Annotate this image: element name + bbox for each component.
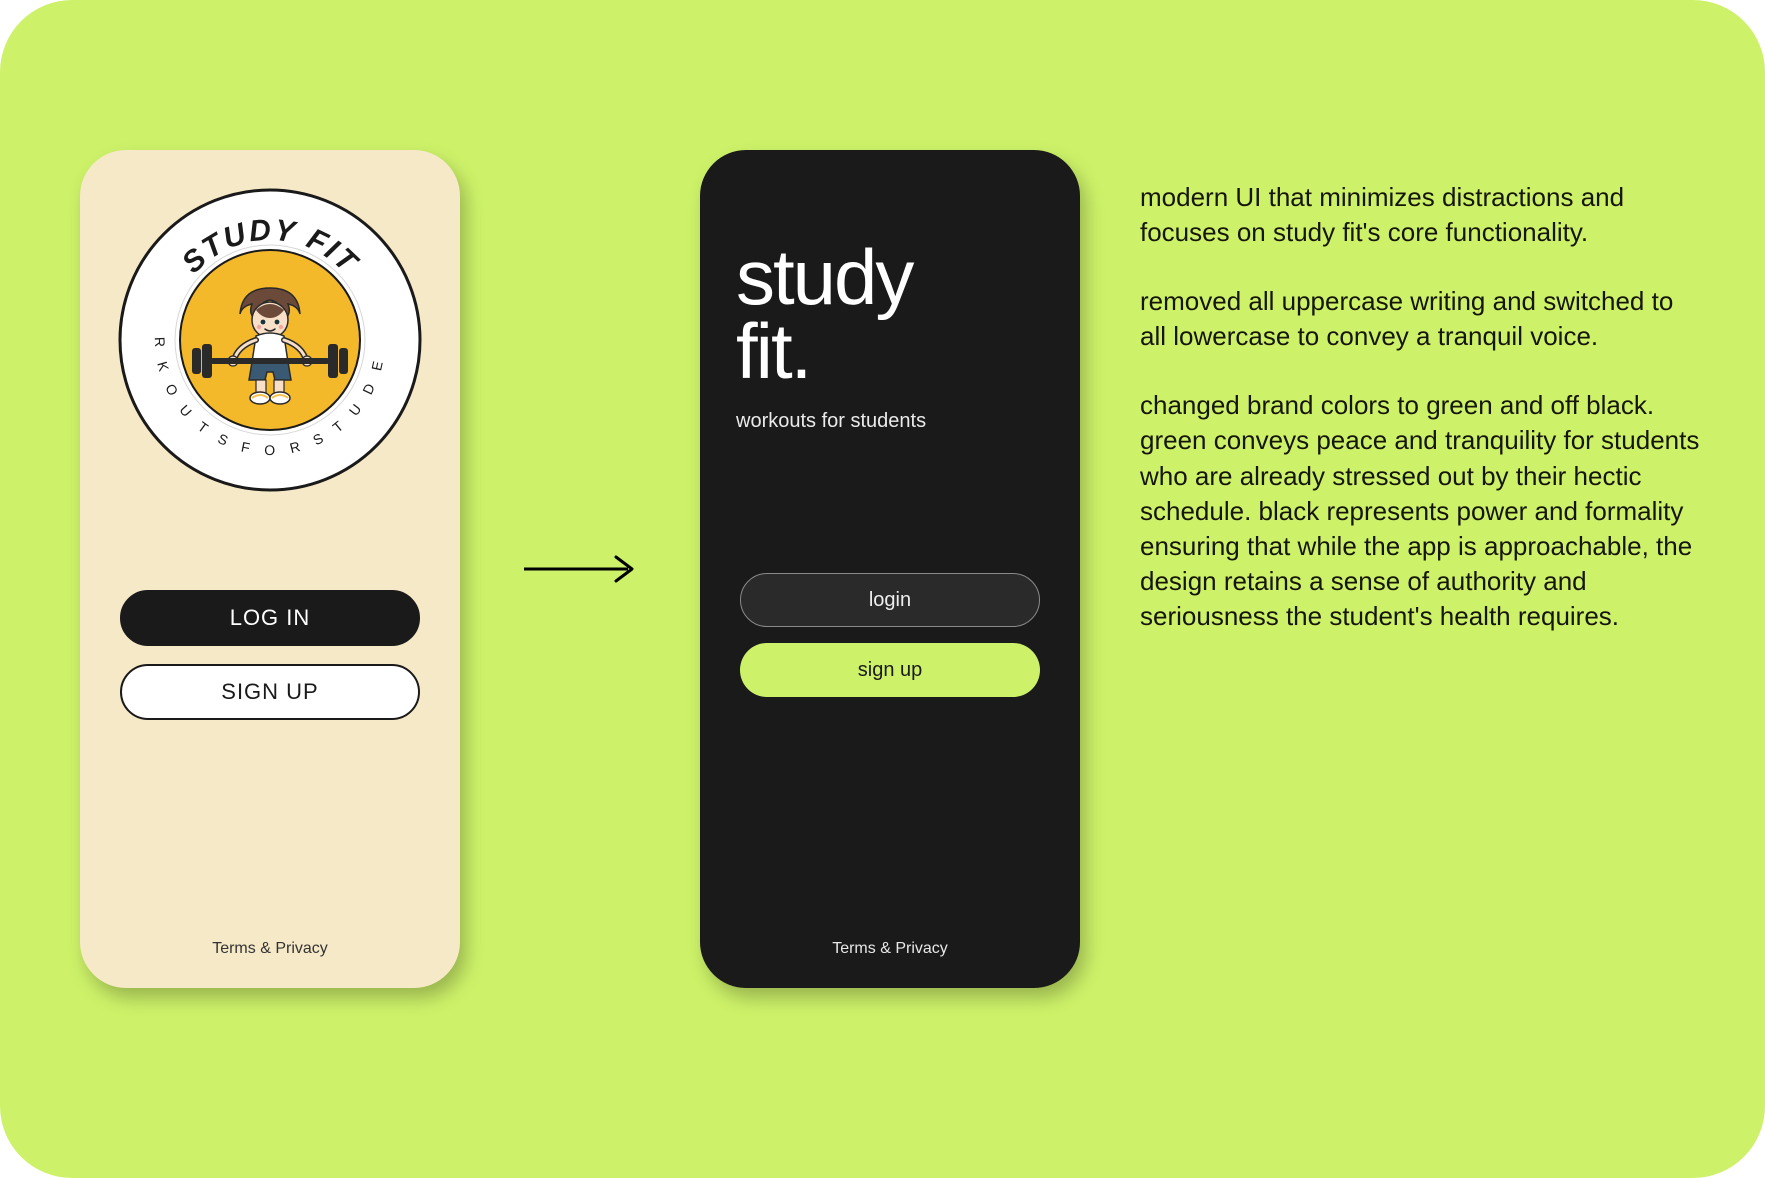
- terms-link-new-label: Terms & Privacy: [832, 940, 948, 957]
- phone-mockup-old: STUDY FIT W O R K O U T S F O R S T U D …: [80, 150, 460, 988]
- new-subtitle: workouts for students: [736, 410, 1044, 433]
- annotation-column: modern UI that minimizes distractions an…: [1140, 150, 1700, 634]
- arrow-column: [520, 150, 640, 988]
- new-button-group: login sign up: [736, 573, 1044, 697]
- signup-button-old-label: SIGN UP: [221, 679, 318, 705]
- brand-badge: STUDY FIT W O R K O U T S F O R S T U D …: [110, 180, 430, 500]
- arrow-icon: [520, 549, 640, 589]
- phone-mockup-new: study fit. workouts for students login s…: [700, 150, 1080, 988]
- content-row: STUDY FIT W O R K O U T S F O R S T U D …: [80, 150, 1700, 988]
- annotation-para-1: modern UI that minimizes distractions an…: [1140, 180, 1700, 250]
- new-title-block: study fit. workouts for students: [736, 240, 1044, 433]
- signup-button-new-label: sign up: [858, 659, 923, 682]
- login-button-new-label: login: [869, 589, 911, 612]
- new-title-line2: fit.: [736, 314, 1044, 388]
- signup-button-new[interactable]: sign up: [740, 643, 1040, 697]
- annotation-para-3: changed brand colors to green and off bl…: [1140, 388, 1700, 634]
- login-button-old-label: LOG IN: [230, 605, 311, 631]
- login-button-old[interactable]: LOG IN: [120, 590, 420, 646]
- annotation-para-2: removed all uppercase writing and switch…: [1140, 284, 1700, 354]
- terms-link-new[interactable]: Terms & Privacy: [700, 940, 1080, 958]
- terms-link-old[interactable]: Terms & Privacy: [80, 940, 460, 958]
- canvas: STUDY FIT W O R K O U T S F O R S T U D …: [0, 0, 1765, 1178]
- signup-button-old[interactable]: SIGN UP: [120, 664, 420, 720]
- new-title-line1: study: [736, 240, 1044, 314]
- brand-badge-svg: STUDY FIT W O R K O U T S F O R S T U D …: [110, 180, 430, 500]
- login-button-new[interactable]: login: [740, 573, 1040, 627]
- old-button-group: LOG IN SIGN UP: [120, 590, 420, 720]
- terms-link-old-label: Terms & Privacy: [212, 940, 328, 957]
- design-board: STUDY FIT W O R K O U T S F O R S T U D …: [0, 0, 1765, 1178]
